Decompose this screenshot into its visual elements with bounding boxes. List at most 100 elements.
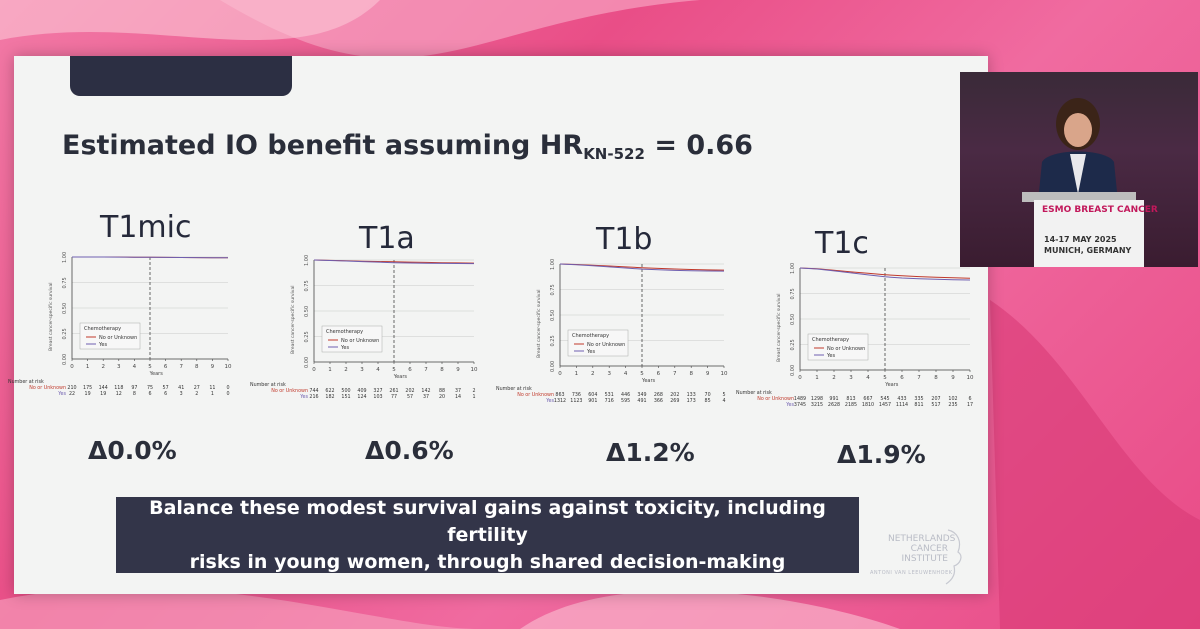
legend-yes-label: Yes [586, 349, 595, 355]
institute-logo: NETHERLANDS CANCER INSTITUTE ANTONI VAN … [862, 526, 974, 590]
y-tick-label: 0.00 [550, 361, 556, 372]
x-tick-label: 7 [917, 375, 921, 381]
risk-no-label: No or Unknown [271, 388, 308, 394]
y-tick-label: 0.50 [550, 310, 556, 321]
x-tick-label: 2 [832, 375, 836, 381]
y-tick-label: 1.00 [62, 252, 68, 263]
x-tick-label: 8 [195, 364, 199, 370]
x-tick-label: 7 [424, 367, 428, 373]
logo-line-3: INSTITUTE [901, 554, 948, 564]
y-axis-label: Breast cancer-specific survival [776, 294, 782, 362]
y-tick-label: 0.25 [550, 335, 556, 346]
risk-yes-value: 0 [226, 391, 229, 397]
curve-yes [72, 256, 229, 259]
risk-yes-value: 182 [325, 394, 334, 400]
banner-line-2: risks in young women, through shared dec… [189, 550, 786, 573]
risk-no-value: 57 [163, 385, 169, 391]
x-tick-label: 10 [721, 371, 728, 377]
y-tick-label: 0.00 [62, 354, 68, 365]
podium-sign-line-2: 14-17 MAY 2025 [1044, 235, 1117, 244]
risk-yes-value: 173 [687, 398, 696, 404]
risk-no-value: 327 [373, 388, 382, 394]
y-tick-label: 1.00 [790, 263, 796, 274]
risk-yes-value: 269 [670, 398, 679, 404]
risk-yes-value: 151 [341, 394, 350, 400]
legend-box [321, 325, 383, 353]
risk-yes-value: 8 [133, 391, 136, 397]
y-tick-label: 0.25 [304, 331, 310, 342]
x-tick-label: 0 [798, 375, 802, 381]
risk-yes-value: 235 [948, 402, 957, 408]
risk-no-label: No or Unknown [29, 385, 66, 391]
x-tick-label: 4 [133, 364, 137, 370]
x-tick-label: 9 [211, 364, 215, 370]
legend-box [79, 322, 141, 350]
risk-no-value: 335 [914, 396, 923, 402]
x-tick-label: 0 [558, 371, 562, 377]
risk-yes-value: 22 [69, 391, 75, 397]
y-tick-label: 0.75 [304, 280, 310, 291]
risk-yes-value: 491 [637, 398, 646, 404]
risk-yes-value: 1114 [896, 402, 908, 408]
podium-sign: ESMO BREAST CANCER 14-17 MAY 2025 MUNICH… [1034, 200, 1158, 267]
risk-no-value: 70 [705, 392, 711, 398]
risk-yes-value: 37 [423, 394, 429, 400]
risk-yes-value: 6 [148, 391, 151, 397]
risk-yes-value: 6 [164, 391, 167, 397]
y-tick-label: 0.75 [550, 284, 556, 295]
risk-yes-value: 77 [391, 394, 397, 400]
legend-yes-label: Yes [826, 353, 835, 359]
risk-yes-label: Yes [299, 394, 308, 400]
risk-yes-value: 17 [967, 402, 973, 408]
risk-no-label: No or Unknown [517, 392, 554, 398]
x-axis-label: Years [149, 371, 164, 377]
y-tick-label: 0.00 [790, 365, 796, 376]
y-tick-label: 1.00 [304, 255, 310, 266]
risk-no-value: 667 [863, 396, 872, 402]
risk-no-value: 744 [309, 388, 318, 394]
risk-no-value: 6 [968, 396, 971, 402]
x-tick-label: 7 [673, 371, 677, 377]
title-value: = 0.66 [654, 130, 753, 161]
y-tick-label: 0.50 [790, 314, 796, 325]
risk-no-value: 5 [722, 392, 725, 398]
y-tick-label: 0.75 [790, 288, 796, 299]
risk-table-title: Number at risk [736, 390, 772, 396]
risk-no-value: 202 [405, 388, 414, 394]
x-tick-label: 10 [471, 367, 478, 373]
x-tick-label: 10 [967, 375, 974, 381]
x-tick-label: 1 [86, 364, 90, 370]
banner-line-1: Balance these modest survival gains agai… [149, 496, 826, 546]
risk-yes-value: 811 [914, 402, 923, 408]
risk-no-value: 409 [357, 388, 366, 394]
delta-t1a: Δ0.6% [365, 436, 454, 465]
risk-no-value: 991 [829, 396, 838, 402]
km-plot-t1b: Breast cancer-specific survival 0.00 0.25 0… [496, 259, 728, 404]
slide-title: Estimated IO benefit assuming HRKN-522 =… [62, 130, 753, 163]
risk-no-value: 500 [341, 388, 350, 394]
risk-no-value: 144 [99, 385, 108, 391]
risk-no-value: 813 [846, 396, 855, 402]
title-main: Estimated IO benefit assuming HR [62, 130, 584, 161]
legend-yes-label: Yes [340, 345, 349, 351]
legend-title: Chemotherapy [812, 337, 849, 343]
risk-no-value: 118 [114, 385, 123, 391]
risk-no-value: 2 [472, 388, 475, 394]
x-tick-label: 5 [640, 371, 644, 377]
x-tick-label: 0 [312, 367, 316, 373]
podium-sign-line-1: ESMO BREAST CANCER [1042, 205, 1158, 215]
delta-t1mic: Δ0.0% [88, 436, 177, 465]
x-tick-label: 4 [866, 375, 870, 381]
legend-no-label: No or Unknown [99, 335, 137, 341]
risk-yes-label: Yes [545, 398, 554, 404]
presentation-slide: Estimated IO benefit assuming HRKN-522 =… [8, 56, 988, 594]
risk-yes-value: 19 [85, 391, 91, 397]
risk-yes-value: 1312 [554, 398, 566, 404]
risk-yes-value: 1810 [862, 402, 874, 408]
risk-no-value: 622 [325, 388, 334, 394]
x-tick-label: 2 [591, 371, 595, 377]
risk-no-value: 210 [67, 385, 76, 391]
legend-title: Chemotherapy [326, 329, 363, 335]
risk-yes-value: 12 [116, 391, 122, 397]
risk-yes-value: 57 [407, 394, 413, 400]
